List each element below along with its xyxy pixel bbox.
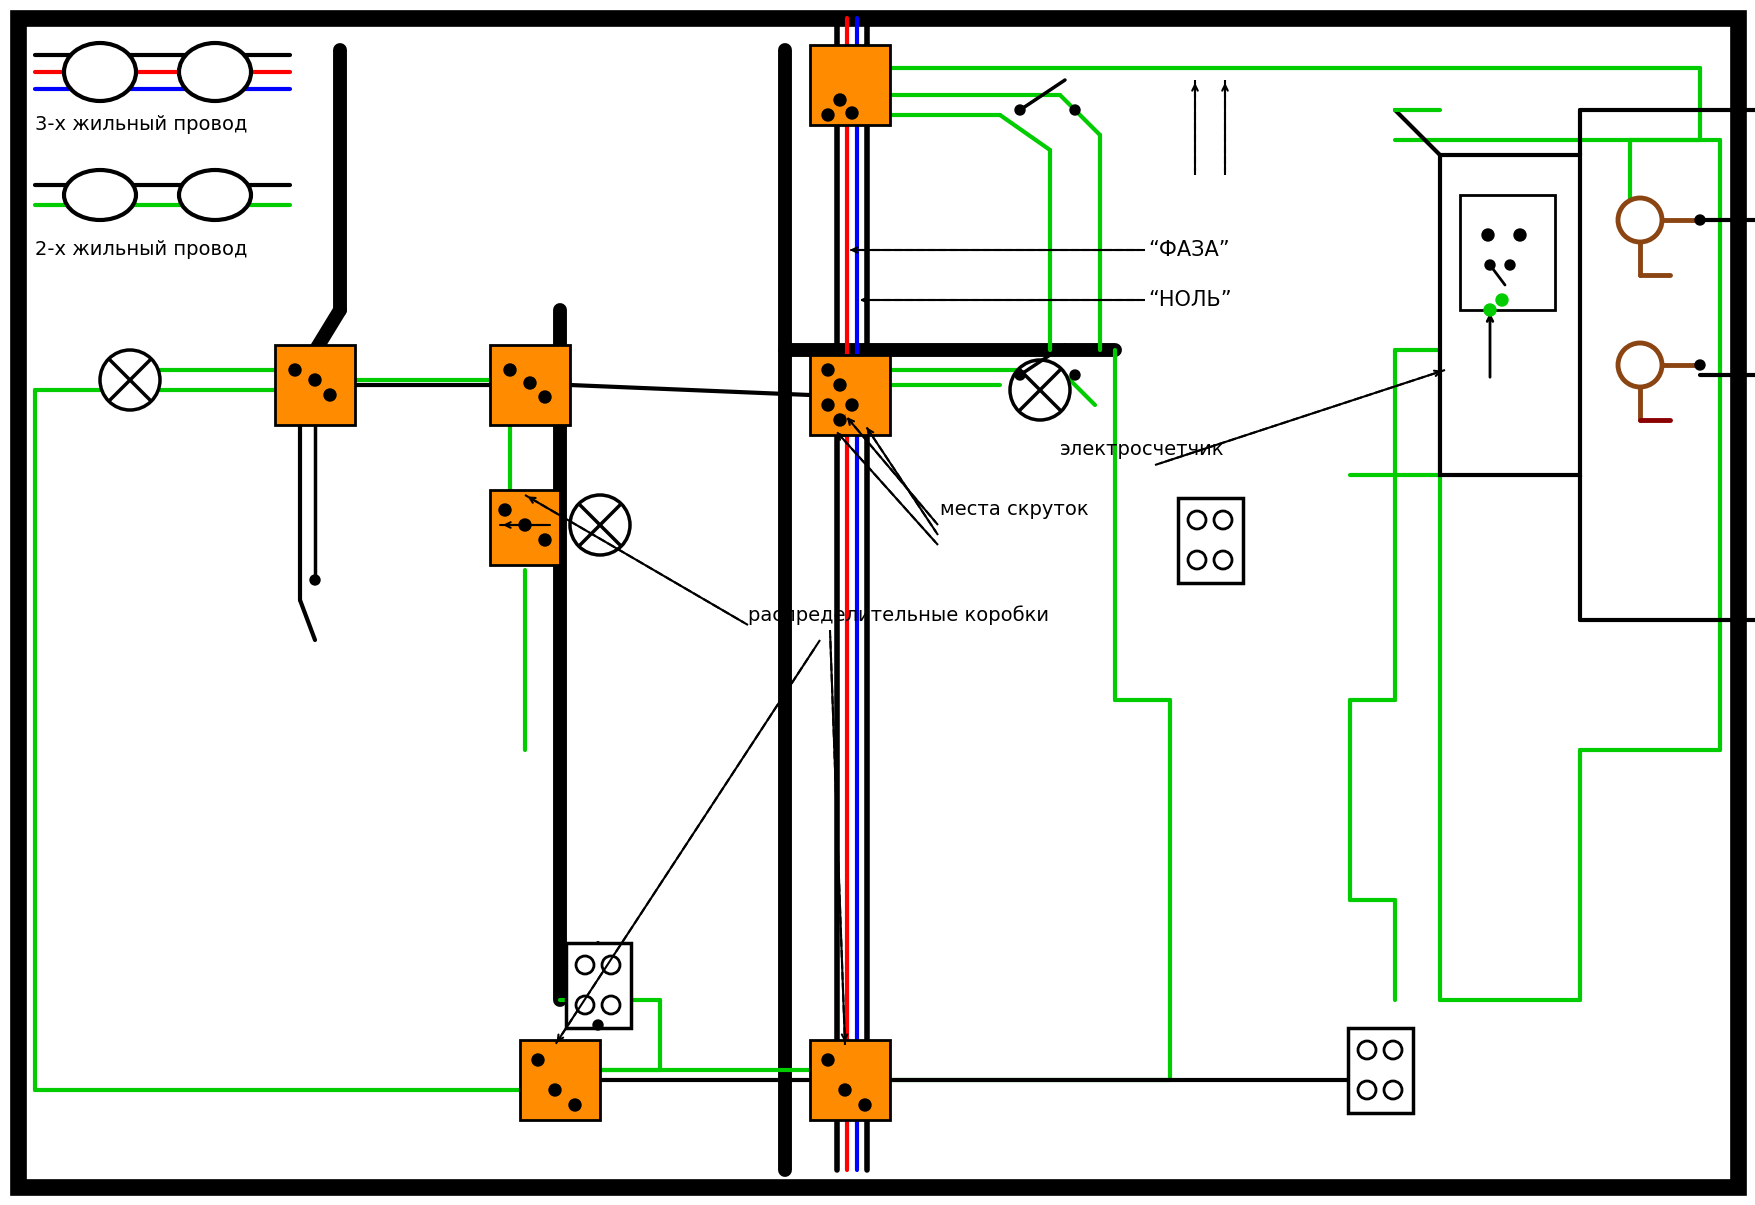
Circle shape bbox=[834, 94, 846, 106]
Circle shape bbox=[519, 519, 530, 531]
Circle shape bbox=[1014, 370, 1025, 380]
Bar bbox=[565, 944, 630, 1028]
Circle shape bbox=[1069, 370, 1079, 380]
Circle shape bbox=[325, 389, 335, 401]
Circle shape bbox=[1504, 260, 1515, 270]
Circle shape bbox=[309, 374, 321, 386]
Circle shape bbox=[1485, 260, 1494, 270]
Circle shape bbox=[834, 380, 846, 390]
Circle shape bbox=[846, 107, 858, 119]
Circle shape bbox=[1483, 304, 1495, 316]
Circle shape bbox=[504, 364, 516, 376]
Circle shape bbox=[1383, 1081, 1400, 1099]
Text: электросчетчик: электросчетчик bbox=[1060, 441, 1223, 459]
Circle shape bbox=[821, 1054, 834, 1066]
Text: места скруток: места скруток bbox=[939, 500, 1088, 519]
Ellipse shape bbox=[63, 43, 135, 101]
Circle shape bbox=[602, 997, 620, 1013]
Circle shape bbox=[1513, 229, 1525, 241]
Circle shape bbox=[1009, 360, 1069, 421]
Circle shape bbox=[846, 399, 858, 411]
Circle shape bbox=[1694, 214, 1704, 225]
Circle shape bbox=[821, 399, 834, 411]
Circle shape bbox=[539, 390, 551, 402]
Text: 2-х жильный провод: 2-х жильный провод bbox=[35, 241, 247, 259]
Ellipse shape bbox=[63, 170, 135, 221]
Circle shape bbox=[569, 1099, 581, 1111]
Circle shape bbox=[1616, 343, 1660, 387]
Text: 3-х жильный провод: 3-х жильный провод bbox=[35, 116, 247, 135]
Bar bbox=[1178, 498, 1243, 583]
Circle shape bbox=[1495, 294, 1508, 306]
Circle shape bbox=[821, 364, 834, 376]
Circle shape bbox=[839, 1084, 851, 1097]
Circle shape bbox=[1014, 105, 1025, 114]
Circle shape bbox=[1213, 511, 1232, 529]
Bar bbox=[809, 355, 890, 435]
Bar bbox=[1458, 195, 1555, 310]
Circle shape bbox=[523, 377, 535, 389]
Circle shape bbox=[539, 534, 551, 546]
Circle shape bbox=[593, 1019, 602, 1030]
Ellipse shape bbox=[179, 170, 251, 221]
Circle shape bbox=[1188, 551, 1206, 569]
Circle shape bbox=[498, 504, 511, 516]
Circle shape bbox=[532, 1054, 544, 1066]
Circle shape bbox=[1357, 1081, 1376, 1099]
Bar bbox=[1348, 1028, 1413, 1113]
Text: распределительные коробки: распределительные коробки bbox=[748, 605, 1048, 625]
Circle shape bbox=[834, 415, 846, 427]
Bar bbox=[519, 1040, 600, 1119]
Circle shape bbox=[1694, 360, 1704, 370]
Circle shape bbox=[576, 997, 593, 1013]
Text: “ФАЗА”: “ФАЗА” bbox=[1148, 240, 1228, 260]
Ellipse shape bbox=[179, 43, 251, 101]
Bar bbox=[809, 1040, 890, 1119]
Circle shape bbox=[1357, 1041, 1376, 1059]
Circle shape bbox=[1069, 105, 1079, 114]
Bar bbox=[490, 345, 570, 425]
Circle shape bbox=[311, 575, 319, 584]
Circle shape bbox=[1213, 551, 1232, 569]
Circle shape bbox=[549, 1084, 560, 1097]
Circle shape bbox=[1481, 229, 1494, 241]
Circle shape bbox=[570, 495, 630, 556]
Circle shape bbox=[1383, 1041, 1400, 1059]
Bar bbox=[490, 490, 560, 565]
Circle shape bbox=[602, 956, 620, 974]
Circle shape bbox=[1616, 198, 1660, 242]
Circle shape bbox=[858, 1099, 870, 1111]
Circle shape bbox=[821, 108, 834, 121]
Circle shape bbox=[100, 349, 160, 410]
Circle shape bbox=[1188, 511, 1206, 529]
Circle shape bbox=[290, 364, 300, 376]
Bar bbox=[276, 345, 355, 425]
Text: “НОЛЬ”: “НОЛЬ” bbox=[1148, 290, 1230, 310]
Bar bbox=[1439, 155, 1580, 475]
Bar bbox=[809, 45, 890, 125]
Circle shape bbox=[576, 956, 593, 974]
